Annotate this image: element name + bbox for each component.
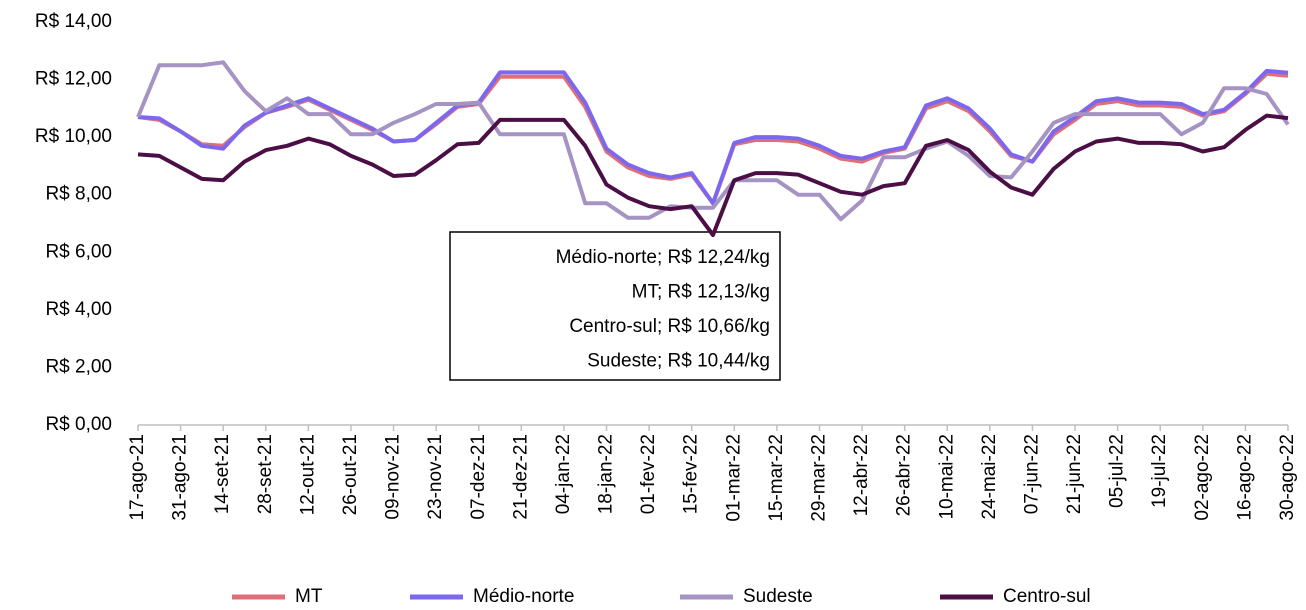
x-tick-label: 01-mar-22 bbox=[723, 434, 744, 522]
x-tick-label: 15-fev-22 bbox=[681, 434, 702, 514]
x-tick-label: 14-set-21 bbox=[212, 434, 233, 514]
x-tick-label: 21-jun-22 bbox=[1064, 434, 1085, 514]
x-tick-label: 16-ago-22 bbox=[1234, 434, 1255, 521]
series-line bbox=[137, 68, 1289, 206]
y-tick-label: R$ 4,00 bbox=[45, 299, 112, 320]
x-tick-label: 18-jan-22 bbox=[596, 434, 617, 514]
x-tick-label: 02-ago-22 bbox=[1192, 434, 1213, 521]
x-tick-label: 07-jun-22 bbox=[1021, 434, 1042, 514]
x-tick-label: 29-mar-22 bbox=[808, 434, 829, 522]
x-tick-label: 07-dez-21 bbox=[468, 434, 489, 520]
x-tick-label: 30-ago-22 bbox=[1277, 434, 1298, 521]
x-tick-label: 26-out-21 bbox=[340, 434, 361, 515]
annotation-text: MT; R$ 12,13/kg bbox=[632, 282, 770, 303]
annotation-text: Centro-sul; R$ 10,66/kg bbox=[569, 316, 770, 337]
x-tick-label: 09-nov-21 bbox=[383, 434, 404, 520]
y-tick-label: R$ 2,00 bbox=[45, 356, 112, 377]
y-tick-label: R$ 8,00 bbox=[45, 184, 112, 205]
x-tick-label: 17-ago-21 bbox=[127, 434, 148, 521]
y-tick-label: R$ 12,00 bbox=[35, 69, 112, 90]
legend-label: Sudeste bbox=[743, 586, 813, 607]
y-tick-label: R$ 14,00 bbox=[35, 11, 112, 32]
x-tick-label: 24-mai-22 bbox=[979, 434, 1000, 520]
x-tick-label: 23-nov-21 bbox=[425, 434, 446, 520]
series-line bbox=[137, 113, 1289, 237]
annotation-box bbox=[449, 231, 781, 381]
series-line bbox=[136, 60, 1290, 222]
x-tick-label: 05-jul-22 bbox=[1107, 434, 1128, 508]
annotation-text: Sudeste; R$ 10,44/kg bbox=[587, 351, 770, 372]
legend-label: MT bbox=[295, 586, 323, 607]
x-tick-label: 28-set-21 bbox=[255, 434, 276, 514]
x-tick-label: 19-jul-22 bbox=[1149, 434, 1170, 508]
x-tick-label: 15-mar-22 bbox=[766, 434, 787, 522]
y-tick-label: R$ 0,00 bbox=[45, 414, 112, 435]
x-tick-label: 21-dez-21 bbox=[510, 434, 531, 520]
x-tick-label: 12-abr-22 bbox=[851, 434, 872, 516]
x-tick-label: 01-fev-22 bbox=[638, 434, 659, 514]
legend-label: Centro-sul bbox=[1003, 586, 1091, 607]
y-tick-label: R$ 6,00 bbox=[45, 241, 112, 262]
y-tick-label: R$ 10,00 bbox=[35, 126, 112, 147]
x-tick-label: 10-mai-22 bbox=[936, 434, 957, 520]
x-tick-label: 26-abr-22 bbox=[894, 434, 915, 516]
legend-label: Médio-norte bbox=[473, 586, 574, 607]
annotation-text: Médio-norte; R$ 12,24/kg bbox=[556, 247, 770, 268]
x-tick-label: 12-out-21 bbox=[297, 434, 318, 515]
x-tick-label: 04-jan-22 bbox=[553, 434, 574, 514]
x-tick-label: 31-ago-21 bbox=[170, 434, 191, 521]
